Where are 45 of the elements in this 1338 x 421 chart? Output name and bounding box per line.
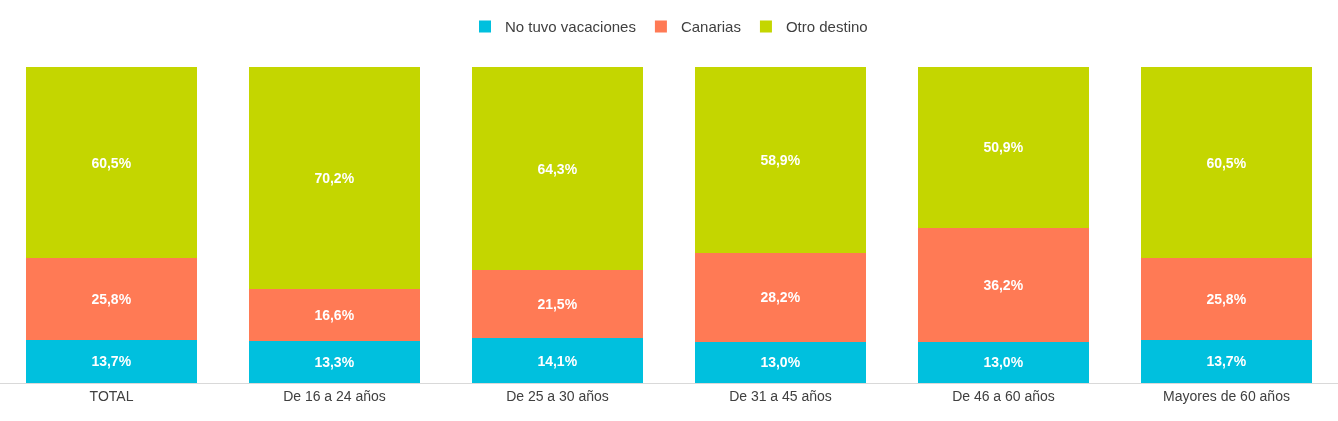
x-tick-label: Mayores de 60 años [1163,387,1290,404]
legend-label: Canarias [680,18,741,36]
data-label: 13,3% [314,353,355,370]
data-label: 13,0% [983,354,1024,371]
bar [25,258,198,340]
data-label: 60,5% [1206,154,1247,171]
data-label: 25,8% [91,290,132,307]
bar [471,67,644,271]
bar [1140,66,1313,259]
bar [917,341,1090,383]
data-label: 14,1% [537,352,578,369]
data-label: 70,2% [314,169,355,186]
bar [25,66,198,259]
bar [471,270,644,339]
bar [694,252,867,342]
bar [248,288,421,341]
bar [25,339,198,383]
bar [471,338,644,383]
bar [1140,339,1313,383]
bar [694,341,867,383]
bar [248,66,421,289]
bar [248,340,421,383]
data-label: 25,8% [1206,290,1247,307]
x-tick-label: De 16 a 24 años [283,387,386,404]
bar [917,66,1090,228]
data-label: 21,5% [537,296,578,313]
legend-label: No tuvo vacaciones [505,18,636,36]
bar [917,227,1090,342]
data-label: 13,7% [1206,353,1247,370]
x-tick-label: De 25 a 30 años [506,387,609,404]
bar [694,66,867,253]
data-label: 60,5% [91,154,132,171]
data-label: 64,3% [537,160,578,177]
data-label: 50,9% [983,139,1024,156]
x-tick-label: De 46 a 60 años [952,387,1055,404]
x-tick-label: De 31 a 45 años [729,387,832,404]
legend-label: Otro destino [785,18,868,36]
data-label: 28,2% [760,289,801,306]
data-label: 13,0% [760,354,801,371]
data-label: 58,9% [760,151,801,168]
bar [1140,258,1313,340]
data-label: 16,6% [314,306,355,323]
data-label: 13,7% [91,353,132,370]
data-label: 36,2% [983,276,1024,293]
x-tick-label: TOTAL [89,387,134,404]
